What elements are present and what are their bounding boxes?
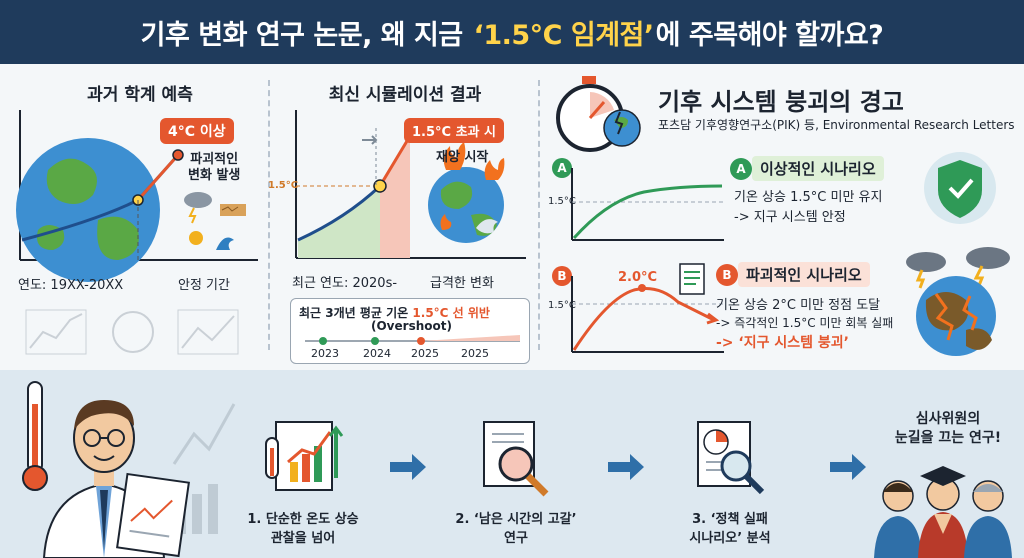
result-label: 심사위원의 눈길을 끄는 연구! <box>880 410 1016 448</box>
stopwatch-globe-icon <box>556 76 641 152</box>
year-3: 2025 <box>411 347 439 360</box>
step1-line1: 1. 단순한 온도 상승 <box>247 512 359 527</box>
scenario-a-heading: A 이상적인 시나리오 <box>730 156 884 181</box>
step2-label: 2. ‘남은 시간의 고갈’ 연구 <box>436 510 596 548</box>
scenario-a-chart <box>571 168 724 241</box>
scenario-a-ymark: 1.5°C <box>548 196 576 207</box>
step1-line2: 관찰을 넘어 <box>270 531 336 546</box>
recent-chart <box>295 110 526 259</box>
overshoot-line1: 최근 3개년 평균 기온 1.5°C 선 위반 <box>299 304 490 321</box>
year-4: 2025 <box>461 347 489 360</box>
scenario-a-line1: 기온 상승 1.5°C 미만 유지 <box>734 190 883 205</box>
recent-note: 재앙 시작 <box>436 150 489 165</box>
warning-title: 기후 시스템 붕괴의 경고 <box>658 88 904 116</box>
step1-label: 1. 단순한 온도 상승 관찰을 넘어 <box>228 510 378 548</box>
storm-icon <box>184 192 212 224</box>
burning-globe-icon <box>428 142 505 243</box>
wave-icon <box>216 237 234 250</box>
past-chart <box>16 110 258 355</box>
past-note: 파괴적인 변화 발생 <box>188 152 240 184</box>
broken-globe-icon <box>906 247 1010 356</box>
recent-badge: 1.5°C 초과 시 <box>404 118 505 143</box>
past-x-left: 연도: 19XX-20XX <box>18 278 124 293</box>
recent-title: 최신 시뮬레이션 결과 <box>328 85 482 105</box>
overshoot-box: 최근 3개년 평균 기온 1.5°C 선 위반 (Overshoot) 2023… <box>290 298 530 364</box>
scenario-b-line1: 기온 상승 2°C 미만 정점 도달 <box>716 298 881 313</box>
result-line2: 눈길을 끄는 연구! <box>894 430 1002 446</box>
step1-report-icon <box>265 421 344 491</box>
scenario-b-line3: -> ‘지구 시스템 붕괴’ <box>716 335 849 351</box>
drought-icon <box>220 204 246 216</box>
scenario-b-title: 파괴적인 시나리오 <box>738 262 870 287</box>
step3-label: 3. ‘정책 실패 시나리오’ 분석 <box>660 510 800 548</box>
past-note-line2: 변화 발생 <box>188 168 241 183</box>
past-badge: 4°C 이상 <box>160 118 234 144</box>
page-title: 기후 변화 연구 논문, 왜 지금 ‘1.5°C 임계점’ 에 주목해야 할까요? <box>0 0 1024 64</box>
past-x-right: 안정 기간 <box>178 278 230 293</box>
title-highlight: ‘1.5°C 임계점’ <box>473 19 655 51</box>
step3-line2: 시나리오’ 분석 <box>689 531 771 546</box>
title-pre: 기후 변화 연구 논문, 왜 지금 <box>140 19 464 51</box>
recent-y-mark: 1.5°C <box>268 180 299 191</box>
step2-line2: 연구 <box>504 531 528 546</box>
sun-icon <box>189 231 203 245</box>
warning-source: 포츠담 기후영향연구소(PIK) 등, Environmental Resear… <box>658 118 1015 132</box>
overshoot-line2: (Overshoot) <box>371 319 452 333</box>
title-post: 에 주목해야 할까요? <box>655 19 884 51</box>
document-icon <box>679 263 705 295</box>
overshoot-highlight: 1.5°C 선 위반 <box>412 306 490 320</box>
thermometer-icon <box>22 381 48 491</box>
past-note-line1: 파괴적인 <box>190 152 239 167</box>
step2-magnifier-icon <box>483 421 549 497</box>
scenario-b-chart <box>571 276 724 353</box>
scenario-b-chart-letter: B <box>552 266 572 286</box>
step3-line1: 3. ‘정책 실패 <box>692 512 768 527</box>
step2-line1: 2. ‘남은 시간의 고갈’ <box>455 512 577 527</box>
researcher-illustration <box>22 381 236 558</box>
year-timeline <box>305 335 520 345</box>
year-2: 2024 <box>363 347 391 360</box>
scenario-b-ymark: 1.5°C <box>548 300 576 311</box>
past-title: 과거 학계 예측 <box>87 85 193 105</box>
result-line1: 심사위원의 <box>915 411 981 427</box>
recent-x-left: 최근 연도: 2020s- <box>292 276 398 291</box>
overshoot-text: 최근 3개년 평균 기온 <box>299 306 409 320</box>
arrow-1-icon <box>390 454 426 480</box>
recent-x-right: 급격한 변화 <box>430 276 494 291</box>
shield-icon <box>924 152 996 224</box>
scenario-b-peak: 2.0°C <box>618 270 658 285</box>
scenario-b-letter: B <box>716 263 738 286</box>
report-paper-icon <box>116 472 190 558</box>
divider-2 <box>538 80 540 350</box>
scenario-a-line2: -> 지구 시스템 안정 <box>734 210 846 225</box>
arrow-2-icon <box>608 454 644 480</box>
scenario-b-line2: -> 즉각적인 1.5°C 미만 회복 실패 <box>716 316 894 330</box>
judges-icon <box>874 466 1012 558</box>
scenario-a-title: 이상적인 시나리오 <box>752 156 884 181</box>
step3-analysis-icon <box>697 421 765 495</box>
scenario-a-letter: A <box>730 157 752 180</box>
divider-1 <box>268 80 270 350</box>
year-1: 2023 <box>311 347 339 360</box>
bg-chart-icons <box>25 309 239 355</box>
scenario-a-chart-letter: A <box>552 158 572 178</box>
scenario-b-heading: B 파괴적인 시나리오 <box>716 262 870 287</box>
header-bar <box>0 0 1024 64</box>
arrow-3-icon <box>830 454 866 480</box>
